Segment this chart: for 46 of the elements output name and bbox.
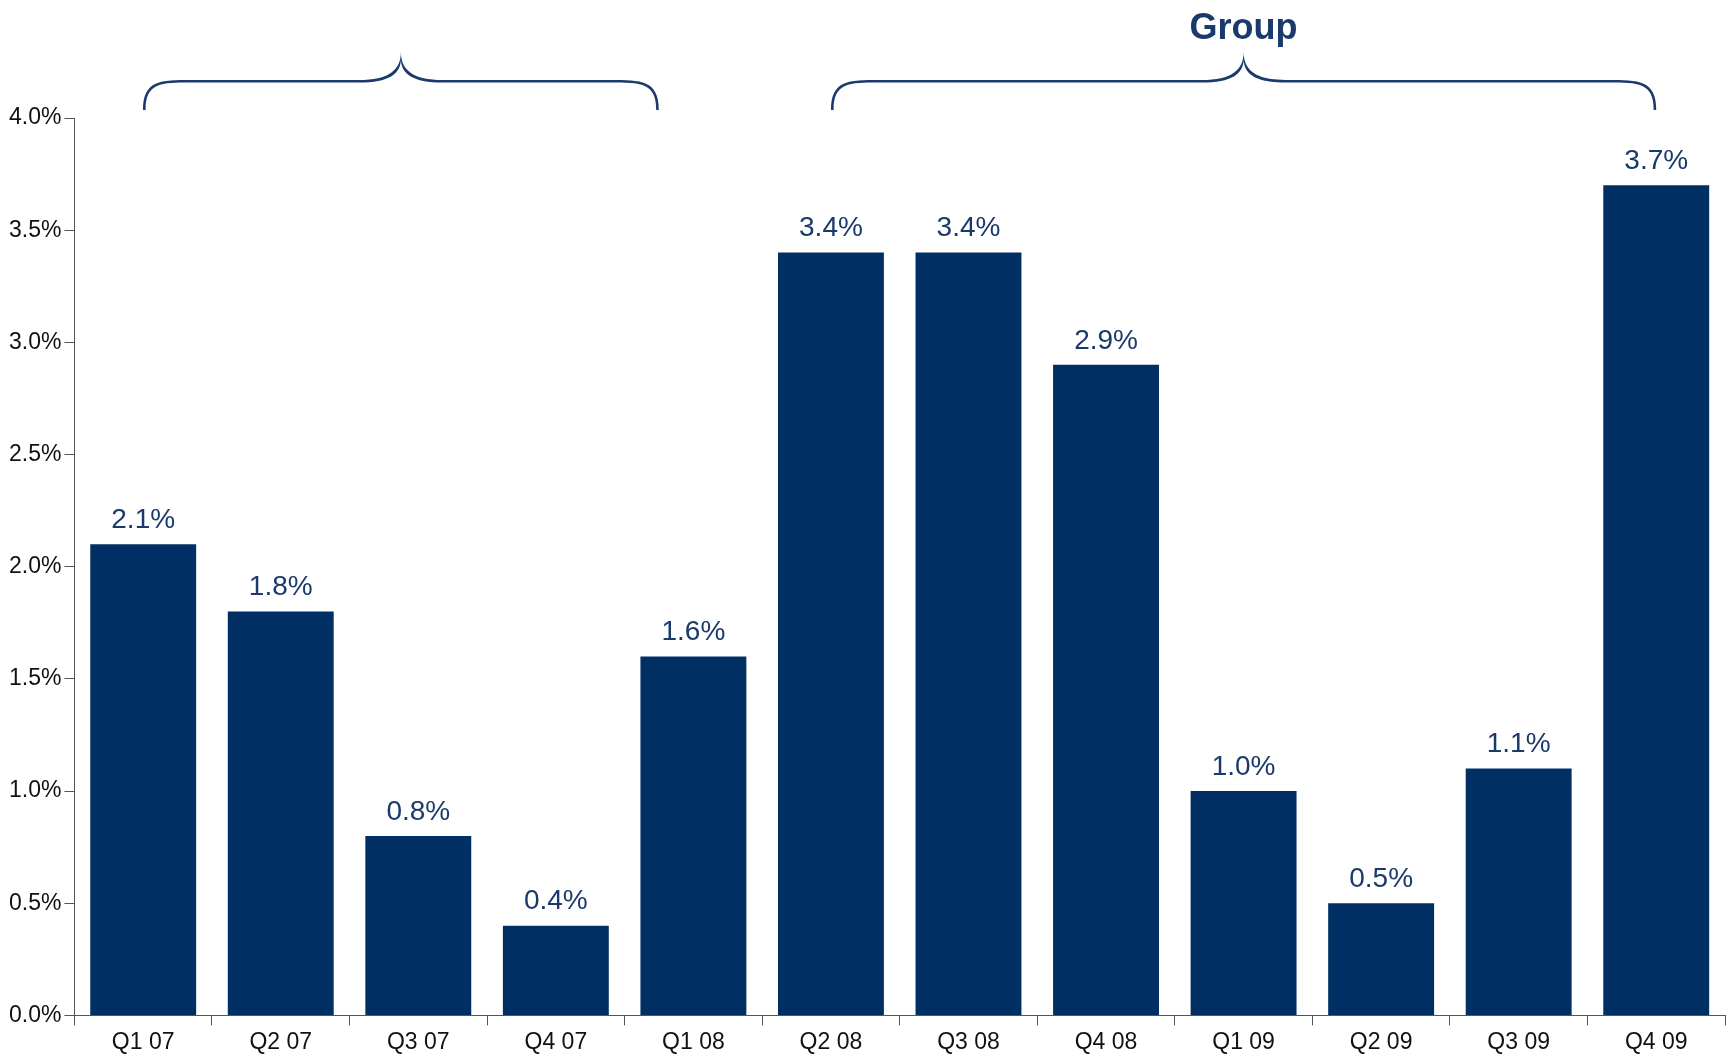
y-tick-label: 0.5%: [8, 888, 62, 915]
y-tick-label: 0.0%: [8, 1000, 62, 1027]
y-tick-label: 2.0%: [8, 552, 62, 579]
y-tick-label: 1.5%: [8, 664, 62, 691]
bar: [1053, 364, 1159, 1015]
bar: [227, 611, 334, 1015]
x-tick-label: Q2 09: [1349, 1027, 1413, 1054]
x-tick-label: Q4 08: [1074, 1027, 1138, 1054]
x-tick-label: Q3 07: [386, 1027, 450, 1054]
x-tick-label: Q3 09: [1487, 1027, 1551, 1054]
x-tick-label: Q1 07: [111, 1027, 175, 1054]
y-tick-label: 3.5%: [8, 215, 62, 242]
bar: [777, 252, 884, 1015]
y-tick-label: 4.0%: [8, 103, 62, 130]
x-tick-label: Q4 07: [524, 1027, 588, 1054]
bar: [1603, 185, 1710, 1015]
bar: [502, 925, 609, 1015]
x-tick-label: Q1 08: [662, 1027, 725, 1054]
bar: [640, 656, 747, 1015]
bar: [1465, 768, 1572, 1015]
data-label: 1.6%: [661, 615, 726, 647]
bar: [1190, 791, 1297, 1015]
y-tick-label: 2.5%: [8, 439, 62, 466]
x-tick-label: Q2 08: [799, 1027, 863, 1054]
x-tick-label: Q4 09: [1624, 1027, 1688, 1054]
data-label: 3.7%: [1624, 144, 1689, 176]
data-label: 3.4%: [799, 211, 863, 243]
y-tick-label: 3.0%: [8, 327, 62, 354]
bar: [90, 544, 197, 1015]
bar: [915, 252, 1022, 1015]
bar: [1328, 903, 1435, 1015]
data-label: 1.8%: [248, 570, 313, 602]
x-tick-label: Q1 09: [1212, 1027, 1275, 1054]
y-tick-label: 1.0%: [8, 776, 62, 803]
data-label: 2.1%: [111, 502, 176, 534]
data-label: 3.4%: [936, 211, 1001, 243]
data-label: 1.0%: [1211, 749, 1276, 781]
data-label: 2.9%: [1074, 323, 1138, 355]
data-label: 1.1%: [1486, 727, 1551, 759]
data-label: 0.5%: [1349, 861, 1414, 893]
x-tick-label: Q3 08: [937, 1027, 1000, 1054]
data-label: 0.4%: [523, 884, 588, 916]
bar: [365, 835, 472, 1015]
text: Group: [1189, 6, 1298, 48]
x-tick-label: Q2 07: [249, 1027, 313, 1054]
data-label: 0.8%: [386, 794, 451, 826]
